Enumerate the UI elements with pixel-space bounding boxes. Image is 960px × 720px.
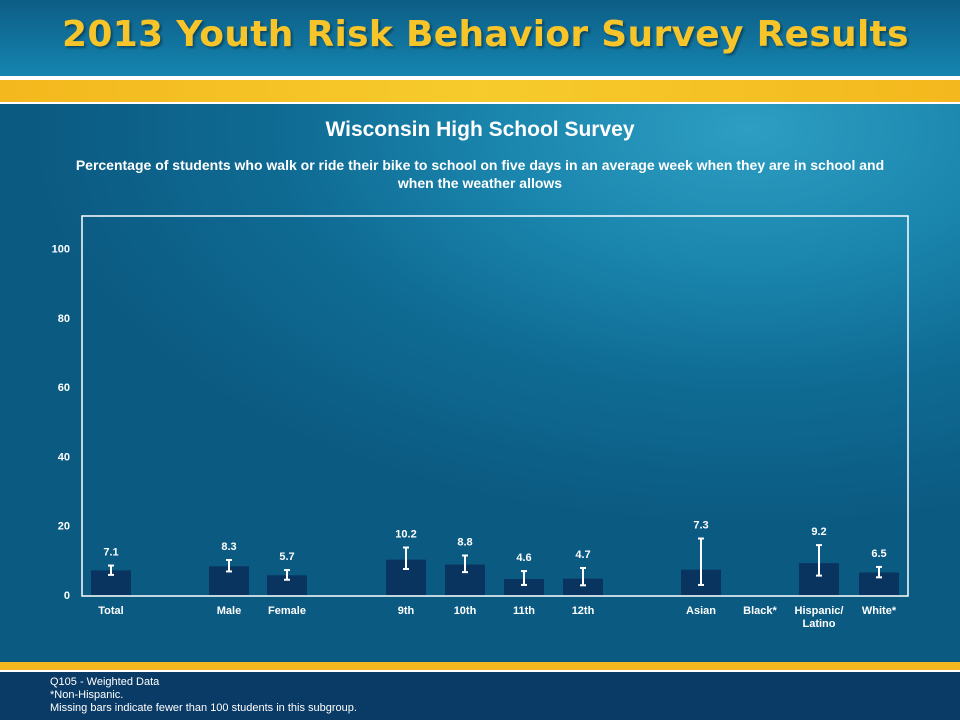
chart-title: Wisconsin High School Survey <box>325 118 635 141</box>
header-banner: 2013 Youth Risk Behavior Survey Results <box>0 0 960 76</box>
page-title: 2013 Youth Risk Behavior Survey Results <box>62 14 909 55</box>
x-tick-label: Total <box>98 605 123 617</box>
bar <box>563 578 603 595</box>
data-label: 7.1 <box>103 547 118 559</box>
x-tick-label: White* <box>862 605 897 617</box>
data-label: 5.7 <box>279 551 294 563</box>
data-label: 8.3 <box>221 541 236 553</box>
x-tick-label: Hispanic/Latino <box>795 605 844 630</box>
x-tick-label: 12th <box>572 605 595 617</box>
data-label: 10.2 <box>395 529 416 541</box>
data-label: 9.2 <box>811 526 826 538</box>
footer: Q105 - Weighted Data *Non-Hispanic. Miss… <box>0 662 960 720</box>
y-tick-label: 40 <box>58 451 70 463</box>
y-tick-label: 60 <box>58 382 70 394</box>
footer-note-nonhispanic: *Non-Hispanic. <box>50 689 124 701</box>
data-label: 7.3 <box>693 520 708 532</box>
bar <box>859 572 899 595</box>
footer-notes: Q105 - Weighted Data *Non-Hispanic. Miss… <box>50 676 357 715</box>
footer-note-question: Q105 - Weighted Data <box>50 676 160 688</box>
data-label: 8.8 <box>457 536 472 548</box>
x-tick-label: Male <box>217 605 241 617</box>
x-tick-label: 9th <box>398 605 415 617</box>
chart-subtitle: Percentage of students who walk or ride … <box>75 157 885 191</box>
data-label: 4.6 <box>516 552 531 564</box>
bar <box>267 575 307 595</box>
footer-note-missing-bars: Missing bars indicate fewer than 100 stu… <box>50 702 357 714</box>
x-tick-label: Black* <box>743 605 777 617</box>
plot-frame <box>81 215 909 597</box>
footer-divider-gold <box>0 662 960 670</box>
bar <box>504 579 544 595</box>
y-tick-label: 20 <box>58 521 70 533</box>
data-label: 4.7 <box>575 549 590 561</box>
x-tick-label: Female <box>268 605 306 617</box>
header-divider-white <box>0 76 960 80</box>
y-tick-label: 0 <box>64 590 70 602</box>
y-tick-label: 100 <box>52 244 70 256</box>
y-tick-label: 80 <box>58 313 70 325</box>
data-label: 6.5 <box>871 548 886 560</box>
bar-chart: 0 20 40 60 80 100 7.1 Total 8.3 Male 5.7 Female 10.2… <box>52 215 909 630</box>
header-divider-gold <box>0 80 960 102</box>
x-tick-label: 10th <box>454 605 477 617</box>
x-tick-label: Asian <box>686 605 716 617</box>
footer-divider-white <box>0 670 960 672</box>
header-divider-white-lower <box>0 102 960 104</box>
x-tick-label: 11th <box>513 605 535 617</box>
